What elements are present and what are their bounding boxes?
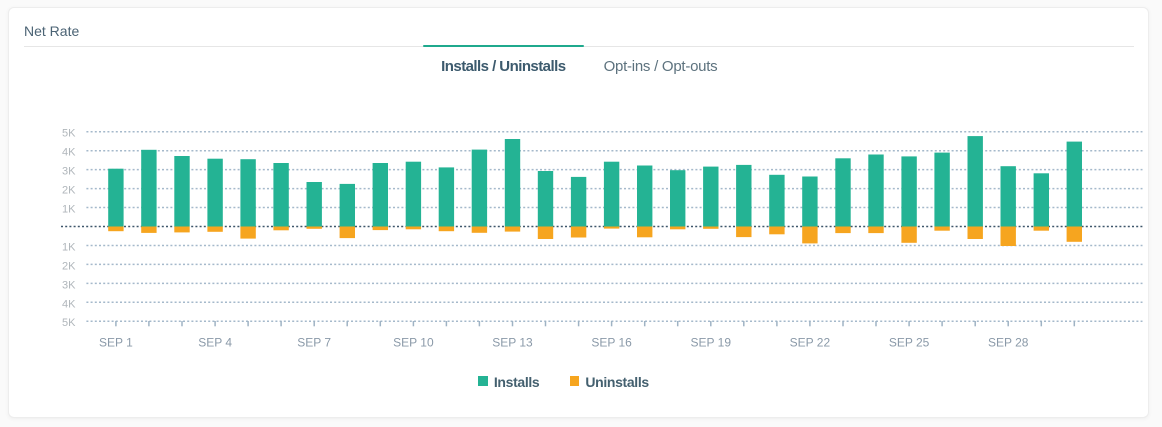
- svg-text:5K: 5K: [62, 128, 76, 140]
- svg-text:2K: 2K: [62, 260, 76, 272]
- svg-text:SEP 4: SEP 4: [198, 336, 232, 350]
- svg-text:4K: 4K: [62, 298, 76, 310]
- svg-text:3K: 3K: [62, 279, 76, 291]
- svg-text:SEP 22: SEP 22: [790, 336, 831, 350]
- svg-text:5K: 5K: [62, 317, 76, 329]
- svg-text:SEP 28: SEP 28: [988, 336, 1029, 350]
- svg-text:SEP 10: SEP 10: [393, 336, 434, 350]
- svg-text:SEP 25: SEP 25: [889, 336, 930, 350]
- svg-text:1K: 1K: [62, 241, 76, 253]
- svg-text:2K: 2K: [62, 185, 76, 197]
- svg-text:SEP 7: SEP 7: [297, 336, 331, 350]
- svg-text:SEP 19: SEP 19: [691, 336, 732, 350]
- svg-text:4K: 4K: [62, 147, 76, 159]
- svg-text:SEP 13: SEP 13: [492, 336, 533, 350]
- svg-text:3K: 3K: [62, 166, 76, 178]
- svg-text:SEP 16: SEP 16: [591, 336, 632, 350]
- svg-text:1K: 1K: [62, 204, 76, 216]
- svg-text:SEP 1: SEP 1: [99, 336, 133, 350]
